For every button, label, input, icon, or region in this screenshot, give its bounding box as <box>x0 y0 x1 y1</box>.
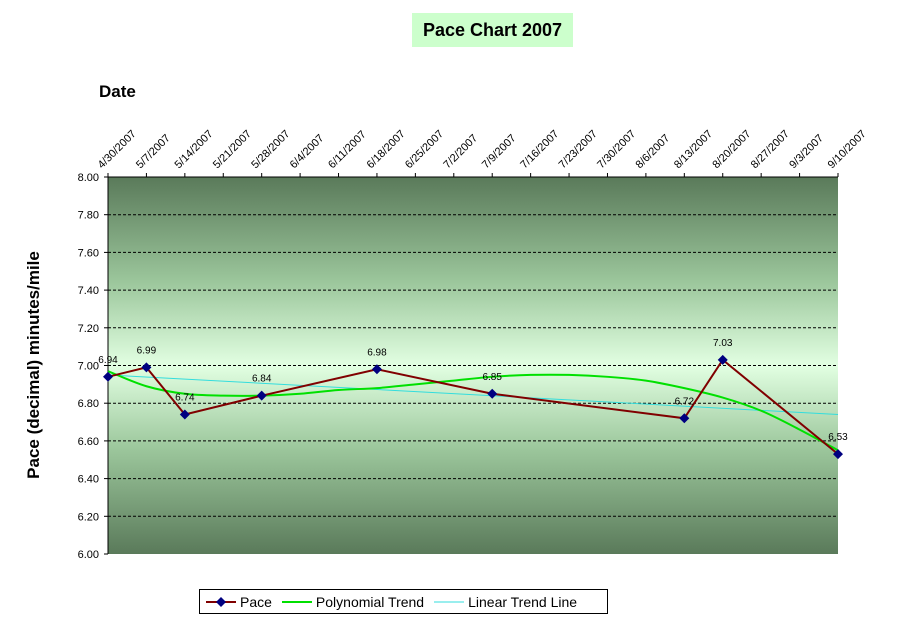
polynomial-legend-icon <box>281 600 312 603</box>
grid-lines <box>108 214 838 517</box>
x-tick-label: 7/16/2007 <box>518 128 561 171</box>
y-tick-label: 6.80 <box>78 398 99 410</box>
chart-title: Pace Chart 2007 <box>422 19 563 40</box>
linear-legend-icon <box>434 601 465 602</box>
x-tick-label: 9/3/2007 <box>787 132 826 171</box>
x-tick-label: 8/6/2007 <box>634 132 673 171</box>
legend-label-linear: Linear Trend Line <box>468 593 578 610</box>
series-group <box>103 354 843 460</box>
linear-trend-line <box>107 374 839 416</box>
x-tick-label: 8/27/2007 <box>749 128 792 171</box>
y-tick-label: 6.20 <box>78 511 99 523</box>
data-labels: 6.94 6.99 6.74 6.84 6.98 6.85 6.72 7.03 6.53 <box>98 338 848 443</box>
pace-data-label: 6.98 <box>367 347 387 358</box>
x-tick-label: 5/7/2007 <box>134 132 173 171</box>
y-tick-label: 6.40 <box>78 474 99 486</box>
pace-data-label: 6.53 <box>828 432 848 443</box>
x-tick-label: 8/20/2007 <box>710 128 753 171</box>
y-tick-label: 7.80 <box>78 210 99 222</box>
pace-point <box>679 413 690 424</box>
legend-label-pace: Pace <box>240 593 272 610</box>
y-tick-label: 7.40 <box>78 285 99 297</box>
x-tick-label: 6/4/2007 <box>288 132 327 171</box>
y-tick-label: 7.20 <box>78 323 99 335</box>
x-tick-label: 7/23/2007 <box>557 128 600 171</box>
x-tick-label: 7/2/2007 <box>441 132 480 171</box>
pace-data-label: 6.94 <box>98 355 118 366</box>
x-tick-label: 6/11/2007 <box>326 129 369 172</box>
legend-item-linear: Linear Trend Line <box>434 594 577 610</box>
chart-title-box: Pace Chart 2007 <box>412 13 573 47</box>
pace-point <box>833 449 843 460</box>
x-tick-label: 9/10/2007 <box>826 128 869 171</box>
x-tick-label: 7/9/2007 <box>480 132 519 171</box>
pace-data-label: 6.72 <box>675 396 695 407</box>
axes <box>104 173 839 555</box>
polynomial-trend-line <box>107 370 839 452</box>
legend: Pace Polynomial Trend Linear Trend Line <box>199 589 608 614</box>
y-tick-label: 7.60 <box>78 247 99 259</box>
pace-point <box>371 364 382 375</box>
x-tick-label: 6/18/2007 <box>365 128 408 171</box>
pace-data-label: 6.84 <box>252 374 272 385</box>
pace-point <box>256 390 267 401</box>
y-tick-label: 7.00 <box>78 361 99 373</box>
pace-data-label: 6.74 <box>175 393 195 404</box>
pace-point <box>179 409 190 420</box>
y-tick-labels: 6.00 6.20 6.40 6.60 6.80 7.00 7.20 7.40 7.60 7.80… <box>78 172 99 561</box>
pace-data-label: 7.03 <box>713 338 733 349</box>
legend-label-polynomial: Polynomial Trend <box>315 593 425 610</box>
x-axis-title: Date <box>99 82 136 101</box>
x-tick-label: 7/30/2007 <box>595 128 638 171</box>
pace-point <box>487 388 498 399</box>
y-tick-label: 6.60 <box>78 436 99 448</box>
x-tick-label: 8/13/2007 <box>672 128 715 171</box>
pace-data-label: 6.85 <box>482 372 502 383</box>
legend-item-pace: Pace <box>206 594 272 610</box>
pace-point <box>717 354 728 365</box>
x-tick-label: 6/25/2007 <box>403 128 446 171</box>
x-tick-label: 5/28/2007 <box>249 128 292 171</box>
pace-legend-icon <box>206 596 236 607</box>
x-tick-label: 5/21/2007 <box>211 128 254 171</box>
pace-data-label: 6.99 <box>137 345 157 356</box>
x-tick-label: 5/14/2007 <box>172 128 215 171</box>
legend-item-polynomial: Polynomial Trend <box>281 593 425 610</box>
y-tick-label: 6.00 <box>78 549 99 561</box>
pace-point <box>141 362 152 373</box>
pace-point <box>103 371 113 382</box>
x-tick-label: 4/30/2007 <box>96 128 139 171</box>
y-tick-label: 8.00 <box>78 172 99 184</box>
